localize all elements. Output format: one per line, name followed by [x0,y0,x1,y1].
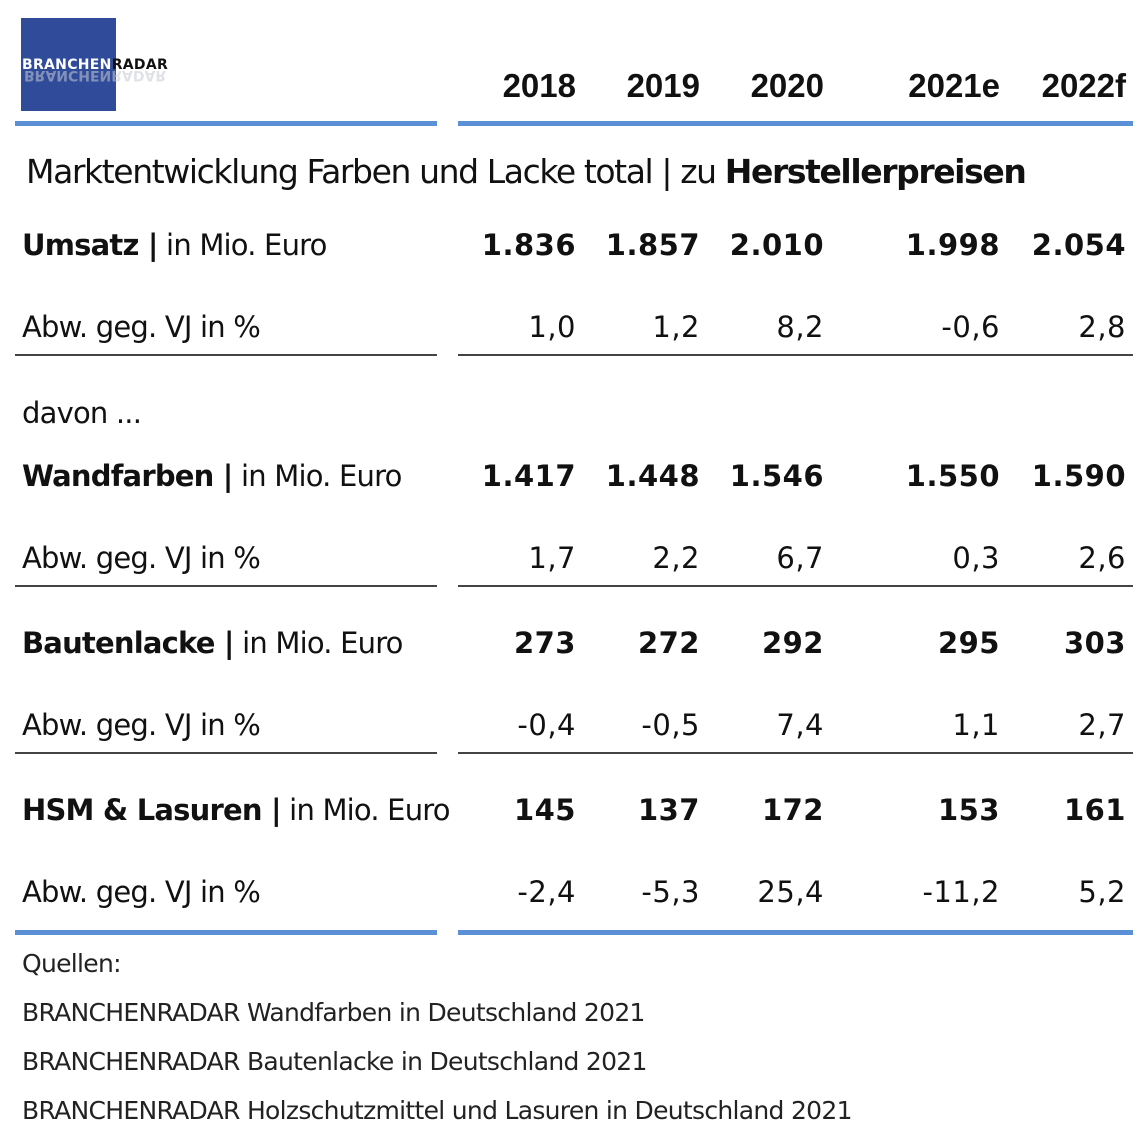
cell-umsatz-2022f: 2.054 [1031,228,1126,262]
row-label-bautenlacke: Bautenlacke | in Mio. Euro [22,623,403,663]
header-rule-right [458,121,1133,126]
divider-right-1 [458,354,1133,356]
cell-umsatz-2020: 2.010 [729,228,824,262]
sources-heading: Quellen: [22,949,122,978]
divider-left-1 [15,354,437,356]
brand-logo-part1: BRANCHEN [22,57,112,73]
cell-wandfarben-2021e: 1.550 [905,459,1000,493]
cell-wandfarben-2022f: 1.590 [1031,459,1126,493]
cell-wandfarben-change-2019: 2,2 [652,541,700,575]
row-label-bautenlacke-change: Abw. geg. VJ in % [22,708,261,742]
row-label-unit: in Mio. Euro [280,793,450,827]
year-header-2018: 2018 [502,67,576,104]
row-label-umsatz-change: Abw. geg. VJ in % [22,310,261,344]
year-header-2020: 2020 [750,67,824,104]
divider-right-3 [458,752,1133,754]
cell-wandfarben-change-2018: 1,7 [528,541,576,575]
cell-bautenlacke-2021e: 295 [937,626,1000,660]
subtitle-normal: Marktentwicklung Farben und Lacke total … [26,152,725,191]
year-header-2022f: 2022f [1041,67,1126,104]
cell-hsm-change-2022f: 5,2 [1078,875,1126,909]
cell-bautenlacke-2018: 273 [513,626,576,660]
cell-hsm-2019: 137 [637,793,700,827]
row-label-bold: Umsatz | [22,228,158,262]
row-label-wandfarben-change: Abw. geg. VJ in % [22,541,261,575]
cell-hsm-2021e: 153 [937,793,1000,827]
cell-umsatz-2019: 1.857 [605,228,700,262]
cell-hsm-2020: 172 [761,793,824,827]
cell-wandfarben-2018: 1.417 [481,459,576,493]
cell-umsatz-2018: 1.836 [481,228,576,262]
row-label-unit: in Mio. Euro [233,626,403,660]
source-item: BRANCHENRADAR Holzschutzmittel und Lasur… [22,1096,852,1125]
row-label-unit: in Mio. Euro [157,228,327,262]
cell-bautenlacke-change-2021e: 1,1 [952,708,1000,742]
cell-wandfarben-change-2020: 6,7 [776,541,824,575]
footer-rule-right [458,930,1133,935]
row-label-hsm: HSM & Lasuren | in Mio. Euro [22,790,451,830]
cell-umsatz-change-2022f: 2,8 [1078,310,1126,344]
brand-logo-part2: RADAR [111,57,169,73]
cell-hsm-change-2019: -5,3 [641,875,700,909]
year-header-2021e: 2021e [908,67,1000,104]
cell-hsm-2022f: 161 [1063,793,1126,827]
divider-left-3 [15,752,437,754]
cell-wandfarben-change-2022f: 2,6 [1078,541,1126,575]
row-label-bold: Bautenlacke | [22,626,234,660]
cell-bautenlacke-change-2020: 7,4 [776,708,824,742]
cell-wandfarben-2020: 1.546 [729,459,824,493]
table-subtitle: Marktentwicklung Farben und Lacke total … [26,150,1027,194]
source-item: BRANCHENRADAR Wandfarben in Deutschland … [22,998,645,1027]
row-label-umsatz: Umsatz | in Mio. Euro [22,225,327,265]
brand-logo-background [21,18,116,111]
cell-hsm-2018: 145 [513,793,576,827]
cell-bautenlacke-2022f: 303 [1063,626,1126,660]
cell-umsatz-2021e: 1.998 [905,228,1000,262]
cell-wandfarben-change-2021e: 0,3 [952,541,1000,575]
footer-rule-left [15,930,437,935]
row-label-bold: Wandfarben | [22,459,233,493]
brand-logo: BRANCHENRADAR [22,56,168,74]
cell-hsm-change-2021e: -11,2 [922,875,1000,909]
cell-umsatz-change-2021e: -0,6 [941,310,1000,344]
cell-wandfarben-2019: 1.448 [605,459,700,493]
cell-bautenlacke-2019: 272 [637,626,700,660]
cell-bautenlacke-change-2019: -0,5 [641,708,700,742]
year-header-2019: 2019 [626,67,700,104]
subtitle-bold: Herstellerpreisen [724,152,1027,191]
divider-right-2 [458,585,1133,587]
row-label-wandfarben: Wandfarben | in Mio. Euro [22,456,402,496]
cell-hsm-change-2018: -2,4 [517,875,576,909]
cell-bautenlacke-change-2018: -0,4 [517,708,576,742]
cell-bautenlacke-change-2022f: 2,7 [1078,708,1126,742]
source-item: BRANCHENRADAR Bautenlacke in Deutschland… [22,1047,647,1076]
cell-hsm-change-2020: 25,4 [757,875,824,909]
cell-umsatz-change-2020: 8,2 [776,310,824,344]
header-rule-left [15,121,437,126]
row-label-unit: in Mio. Euro [232,459,402,493]
cell-bautenlacke-2020: 292 [761,626,824,660]
cell-umsatz-change-2018: 1,0 [528,310,576,344]
row-label-davon: davon ... [22,396,142,430]
divider-left-2 [15,585,437,587]
row-label-hsm-change: Abw. geg. VJ in % [22,875,261,909]
cell-umsatz-change-2019: 1,2 [652,310,700,344]
row-label-bold: HSM & Lasuren | [22,793,282,827]
